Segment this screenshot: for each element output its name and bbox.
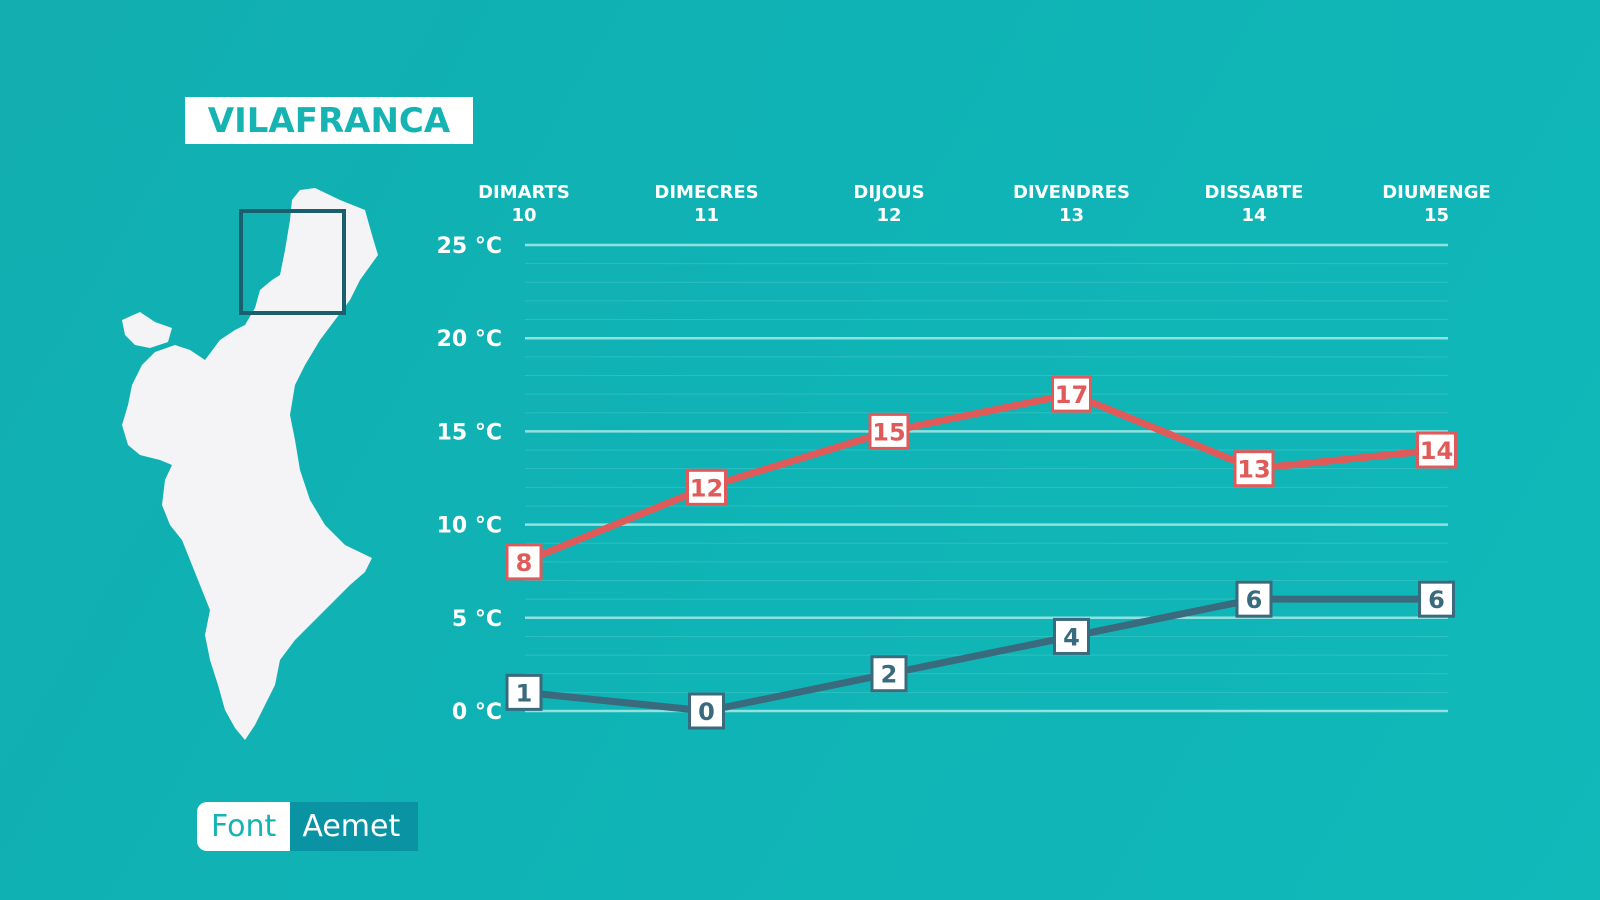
data-point-max xyxy=(1233,450,1275,488)
location-title: VILAFRANCA xyxy=(207,100,451,141)
data-label-max: 15 xyxy=(872,418,905,446)
region-map-enclave xyxy=(122,312,172,348)
data-point-min xyxy=(1235,580,1273,618)
data-label-max: 8 xyxy=(516,549,533,577)
data-label-max: 13 xyxy=(1237,456,1270,484)
data-label-min: 6 xyxy=(1246,586,1263,614)
series-line-max xyxy=(522,390,1437,566)
y-tick-label: 15 °C xyxy=(437,420,502,445)
location-highlight-box xyxy=(239,209,346,315)
data-point-max xyxy=(505,543,543,581)
data-point-max xyxy=(1051,375,1092,413)
y-axis-ticks: 25 °C 20 °C 15 °C 10 °C 5 °C 0 °C xyxy=(437,234,502,725)
location-title-box: VILAFRANCA xyxy=(185,97,473,144)
x-category-date: 12 xyxy=(876,205,901,226)
data-label-min: 1 xyxy=(516,679,533,707)
data-label-min: 0 xyxy=(698,698,715,726)
series-lines xyxy=(522,390,1437,715)
x-category-date: 10 xyxy=(511,205,536,226)
data-labels: 8 12 15 17 13 14 1 0 2 4 6 6 xyxy=(505,375,1457,730)
x-category-date: 15 xyxy=(1424,205,1449,226)
valencia-map-icon xyxy=(122,188,378,740)
source-label: Font xyxy=(197,802,291,851)
region-map-shape xyxy=(122,188,378,740)
data-point-max xyxy=(868,412,910,450)
y-tick-label: 10 °C xyxy=(437,514,502,539)
data-label-min: 4 xyxy=(1063,623,1080,651)
series-line-min xyxy=(523,595,1437,715)
x-category-day: DIJOUS xyxy=(853,182,924,203)
data-point-min xyxy=(1418,580,1455,618)
y-tick-label: 25 °C xyxy=(437,234,502,259)
data-point-min xyxy=(870,655,908,693)
x-category-day: DISSABTE xyxy=(1205,182,1304,203)
x-category-day: DIMARTS xyxy=(478,182,570,203)
data-label-max: 12 xyxy=(690,474,723,502)
data-point-max xyxy=(1416,431,1457,469)
source-value: Aemet xyxy=(290,802,419,851)
region-map xyxy=(110,180,410,760)
grid-lines xyxy=(525,243,1448,713)
x-category-date: 14 xyxy=(1241,205,1266,226)
y-tick-label: 0 °C xyxy=(452,700,502,725)
source-badge: Font Aemet xyxy=(197,802,419,851)
data-point-min xyxy=(505,673,543,711)
data-point-min xyxy=(688,692,725,730)
data-point-max xyxy=(686,468,727,506)
data-label-min: 2 xyxy=(881,661,898,689)
x-category-date: 11 xyxy=(694,205,719,226)
data-label-min: 6 xyxy=(1428,586,1445,614)
data-label-max: 17 xyxy=(1055,381,1088,409)
x-category-day: DIMECRES xyxy=(654,182,758,203)
x-category-day: DIUMENGE xyxy=(1382,182,1491,203)
y-tick-label: 5 °C xyxy=(452,607,502,632)
x-category-day: DIVENDRES xyxy=(1013,182,1130,203)
y-tick-label: 20 °C xyxy=(437,327,502,352)
data-point-min xyxy=(1053,617,1090,655)
x-category-date: 13 xyxy=(1059,205,1084,226)
data-label-max: 14 xyxy=(1420,437,1453,465)
